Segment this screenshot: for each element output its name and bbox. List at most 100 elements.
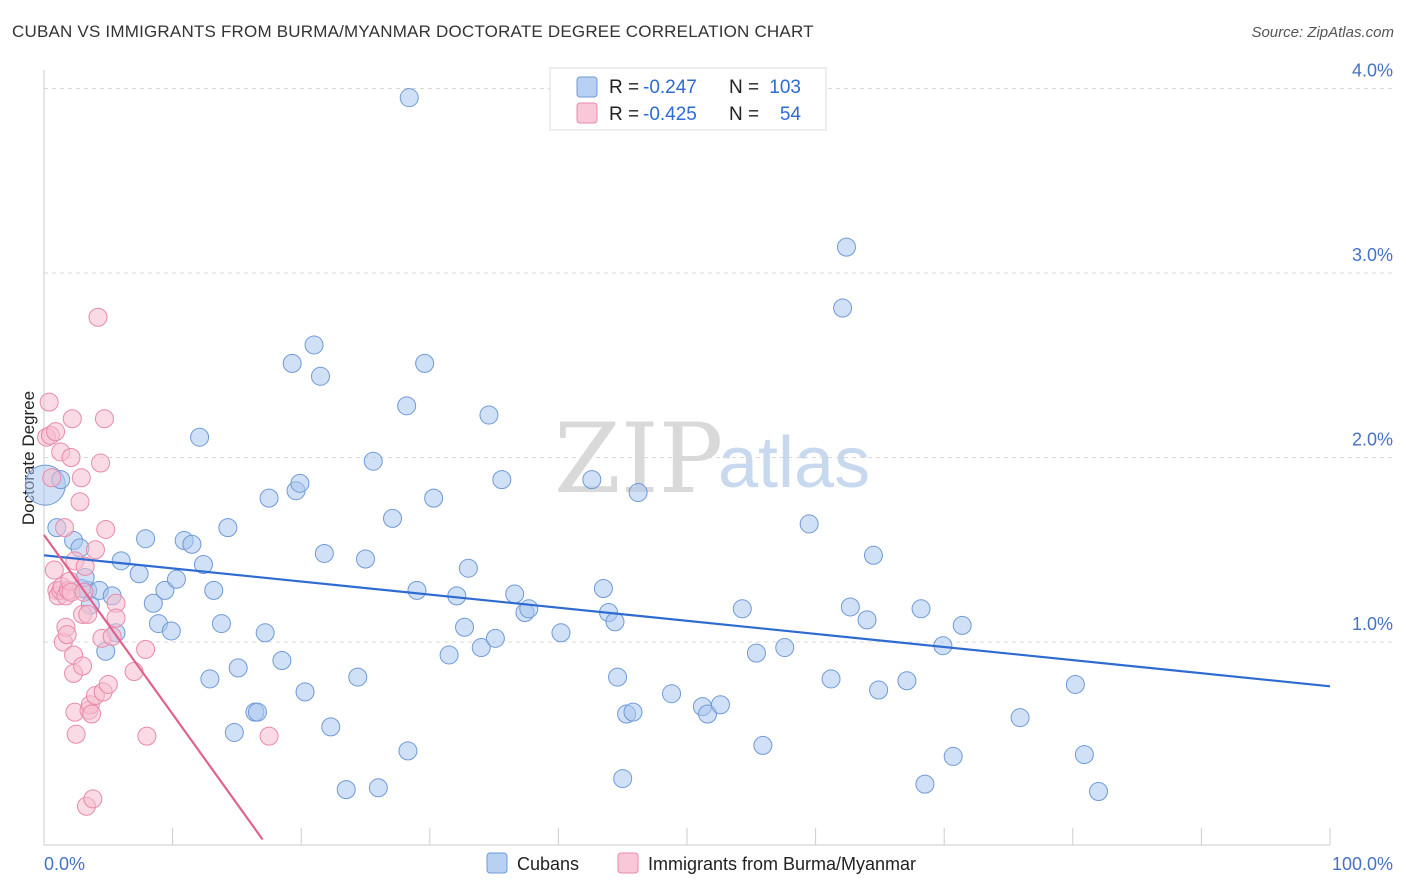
cubans-point <box>224 722 244 742</box>
cubans-point <box>228 658 248 678</box>
cubans-point <box>753 735 773 755</box>
cubans-point <box>1089 781 1109 801</box>
legend-n-label-1: N = <box>729 77 759 98</box>
cubans-point <box>915 774 935 794</box>
legend-r-value-1: -0.247 <box>643 77 697 98</box>
cubans-point <box>272 650 292 670</box>
burma-point <box>102 626 122 646</box>
burma-point <box>98 674 118 694</box>
burma-point <box>259 726 279 746</box>
legend-n-label-2: N = <box>729 104 759 125</box>
y-tick-label: 4.0% <box>1352 60 1393 80</box>
cubans-point <box>136 529 156 549</box>
burma-point <box>136 639 156 659</box>
cubans-point <box>628 483 648 503</box>
burma-point <box>55 518 75 538</box>
cubans-point <box>662 684 682 704</box>
cubans-point <box>869 680 889 700</box>
cubans-point <box>310 366 330 386</box>
cubans-point <box>732 599 752 619</box>
cubans-point <box>455 617 475 637</box>
cubans-point <box>710 695 730 715</box>
trend-lines <box>43 534 1331 841</box>
cubans-point <box>605 612 625 632</box>
burma-point <box>42 468 62 488</box>
cubans-point <box>166 569 186 589</box>
cubans-point <box>821 669 841 689</box>
burma-point <box>83 789 103 809</box>
cubans-point <box>204 580 224 600</box>
cubans-point <box>348 667 368 687</box>
cubans-point <box>833 298 853 318</box>
cubans-point <box>840 597 860 617</box>
cubans-point <box>857 610 877 630</box>
burma-point <box>91 453 111 473</box>
cubans-point <box>471 638 491 658</box>
cubans-point <box>424 488 444 508</box>
cubans-point <box>415 353 435 373</box>
y-tick-label: 3.0% <box>1352 245 1393 265</box>
cubans-point <box>863 545 883 565</box>
cubans-point <box>897 671 917 691</box>
cubans-point <box>143 593 163 613</box>
cubans-point <box>397 396 417 416</box>
cubans-point <box>1065 674 1085 694</box>
trend-line-burma <box>43 534 264 841</box>
cubans-point <box>911 599 931 619</box>
cubans-point <box>775 638 795 658</box>
source-label: Source: ZipAtlas.com <box>1251 24 1394 41</box>
cubans-point <box>613 769 633 789</box>
burma-point <box>82 704 102 724</box>
burma-point <box>62 409 82 429</box>
x-tick-label-max: 100.0% <box>1332 854 1393 874</box>
burma-point <box>73 656 93 676</box>
cubans-point <box>383 508 403 528</box>
cubans-point <box>182 534 202 554</box>
burma-point <box>70 492 90 512</box>
cubans-point <box>698 704 718 724</box>
cubans-point <box>356 549 375 569</box>
cubans-point <box>211 614 231 634</box>
cubans-point <box>290 473 310 493</box>
legend-n-value-2: 54 <box>780 104 802 125</box>
cubans-point <box>943 746 963 766</box>
cubans-point <box>161 621 181 641</box>
burma-point <box>57 625 77 645</box>
legend-r-label-2: R = <box>609 104 639 125</box>
chart-title: CUBAN VS IMMIGRANTS FROM BURMA/MYANMAR D… <box>12 22 814 41</box>
cubans-point <box>836 237 856 257</box>
legend: R = -0.247 N = 103 R = -0.425 N = 54 <box>549 67 827 131</box>
burma-point <box>75 556 95 576</box>
legend-r-value-2: -0.425 <box>643 104 697 125</box>
cubans-point <box>368 778 388 798</box>
cubans-point <box>155 580 175 600</box>
cubans-point <box>1074 745 1094 765</box>
cubans-point <box>259 488 279 508</box>
cubans-point <box>746 643 766 663</box>
cubans-point <box>952 615 972 635</box>
cubans-point <box>492 470 512 490</box>
cubans-point <box>111 551 131 571</box>
burma-point <box>44 560 64 580</box>
cubans-point <box>582 470 602 490</box>
legend-r-label-1: R = <box>609 77 639 98</box>
burma-point <box>106 608 126 628</box>
series-burma-points <box>37 307 279 816</box>
burma-point <box>96 519 116 539</box>
burma-point <box>46 422 66 442</box>
burma-point <box>124 662 144 682</box>
cubans-point <box>551 623 571 643</box>
series-cubans-points <box>24 88 1109 801</box>
cubans-point <box>1010 708 1030 728</box>
cubans-point <box>407 580 427 600</box>
bottom-legend: Cubans Immigrants from Burma/Myanmar <box>486 852 916 874</box>
cubans-point <box>505 584 525 604</box>
cubans-point <box>398 741 418 761</box>
legend-n-value-1: 103 <box>769 77 801 98</box>
burma-point <box>61 448 81 467</box>
cubans-point <box>193 555 213 575</box>
gridlines <box>44 87 1394 643</box>
burma-point <box>137 726 157 746</box>
cubans-point <box>129 564 149 584</box>
y-tick-labels: 1.0% 2.0% 3.0% 4.0% <box>1352 60 1393 634</box>
